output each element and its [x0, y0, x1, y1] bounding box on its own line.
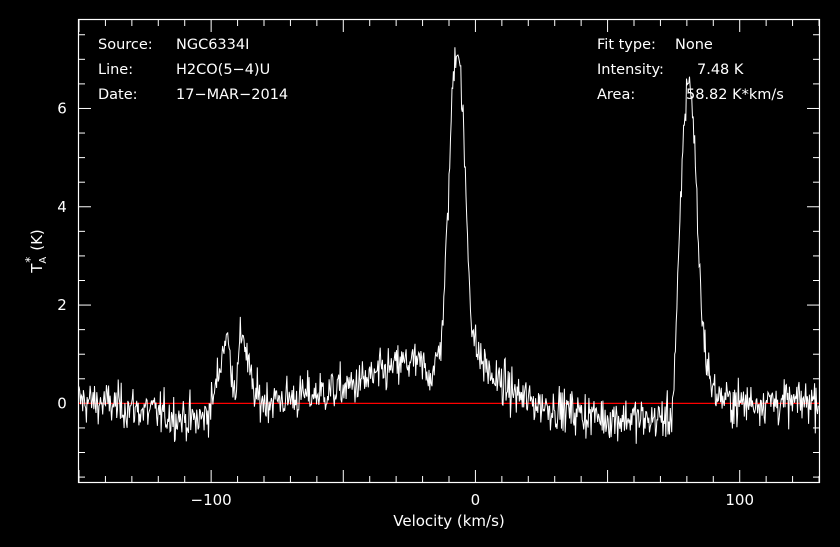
y-tick-label: 4: [57, 198, 67, 216]
spectrum-line: [78, 47, 819, 444]
fit-type-label: Fit type:: [597, 37, 656, 53]
line-label: Line:: [98, 62, 134, 78]
line-value: H2CO(5−4)U: [176, 62, 271, 78]
plot-frame: [77, 18, 821, 484]
x-tick-label: 0: [471, 491, 481, 509]
y-axis-label-sup: *: [23, 257, 37, 263]
y-tick-label: 0: [57, 394, 67, 412]
fit-type-value: None: [675, 37, 713, 53]
area-value: 58.82 K*km/s: [686, 87, 784, 103]
source-label: Source:: [98, 37, 153, 53]
x-tick-label: −100: [191, 491, 232, 509]
axis-ticks: [78, 20, 820, 482]
intensity-label: Intensity:: [597, 62, 664, 78]
intensity-value: 7.48 K: [697, 62, 744, 78]
y-axis-label: TA* (K): [23, 229, 49, 274]
date-value: 17−MAR−2014: [176, 87, 289, 103]
y-axis-label-unit: (K): [28, 229, 46, 251]
area-label: Area:: [597, 87, 636, 103]
y-tick-label: 2: [57, 296, 67, 314]
y-axis-label-sub: A: [38, 257, 49, 264]
axis-tick-labels: −100 0 100 0 2 4 6: [57, 99, 754, 509]
source-value: NGC6334I: [176, 37, 250, 53]
y-axis-label-main: T: [28, 263, 46, 274]
x-axis-label: Velocity (km/s): [393, 512, 504, 530]
x-tick-label: 100: [725, 491, 754, 509]
date-label: Date:: [98, 87, 138, 103]
svg-text:TA*(K): TA* (K): [23, 229, 49, 274]
y-tick-label: 6: [57, 99, 67, 117]
